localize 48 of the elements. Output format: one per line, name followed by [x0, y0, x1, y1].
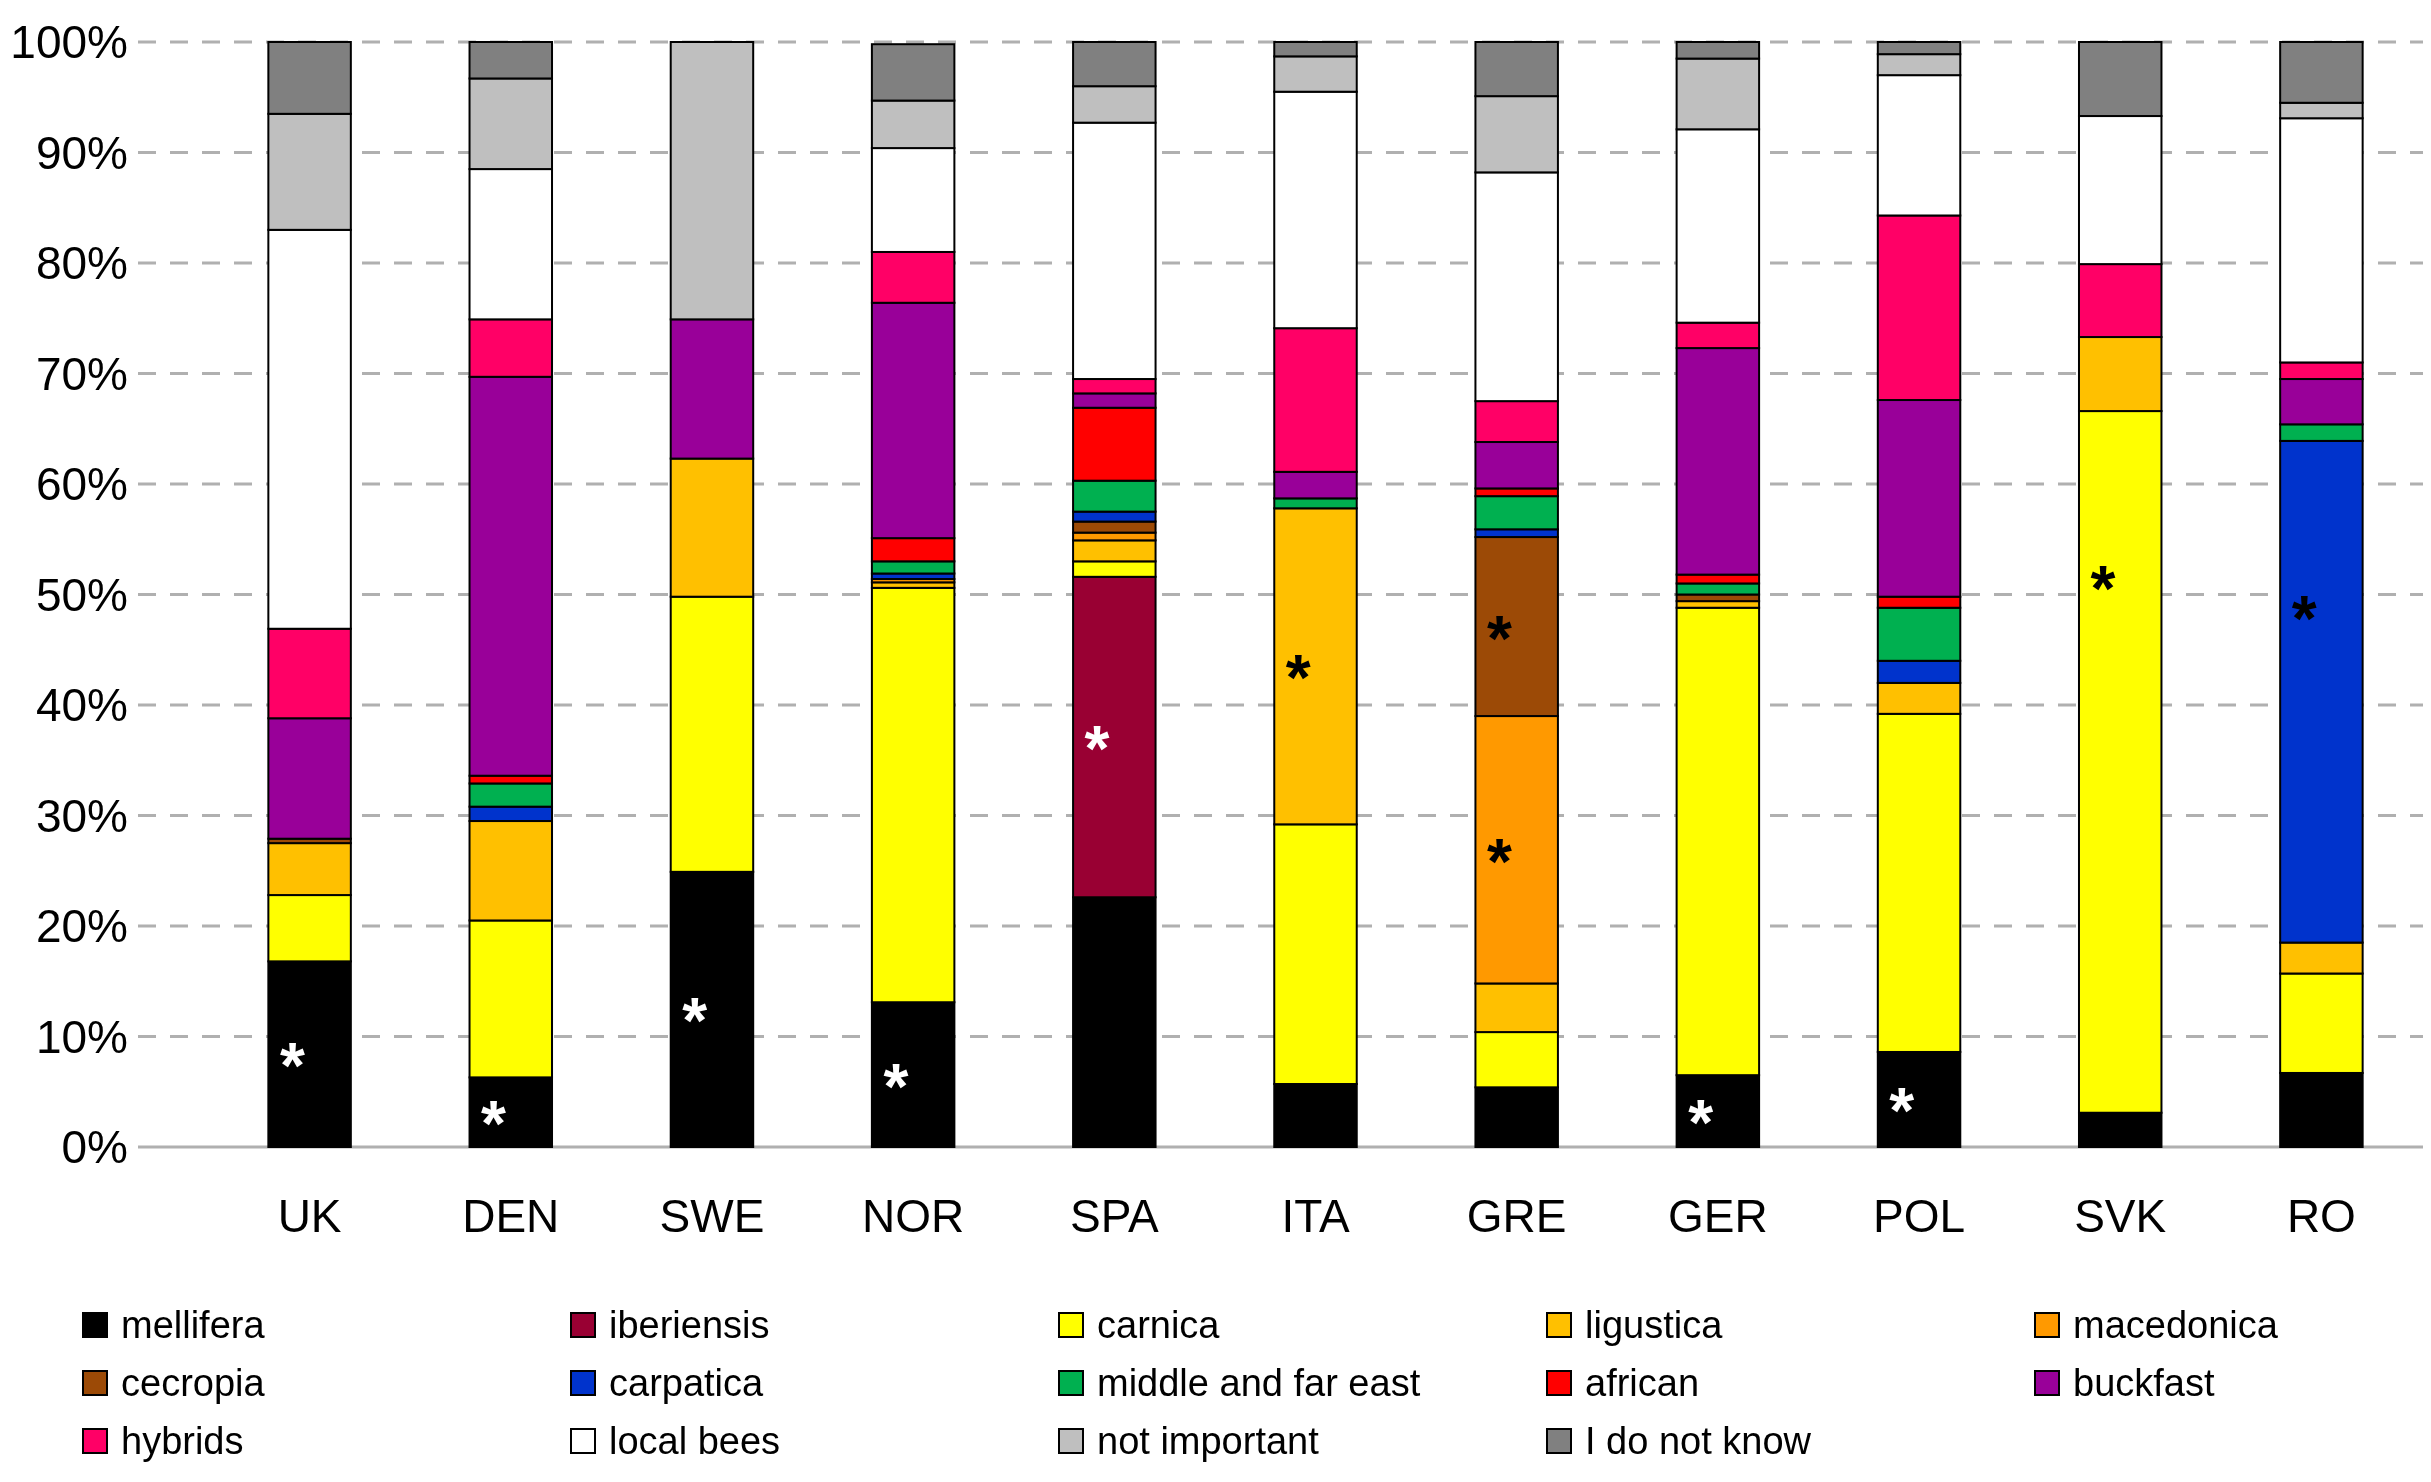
annotation: *	[2291, 582, 2317, 655]
y-tick-label: 0%	[61, 1121, 128, 1174]
x-tick-label: GRE	[1466, 1190, 1567, 1242]
annotation: *	[1688, 1087, 1714, 1160]
legend-label: not important	[1097, 1420, 1320, 1463]
y-tick-label: 100%	[10, 16, 128, 69]
x-tick-label: NOR	[862, 1190, 965, 1242]
legend-label: middle and far east	[1097, 1362, 1421, 1405]
annotation: *	[1486, 602, 1512, 675]
legend-label: iberiensis	[609, 1304, 770, 1347]
x-tick-label: RO	[2286, 1190, 2356, 1242]
x-tick-label: SWE	[659, 1190, 765, 1242]
legend-label: hybrids	[121, 1420, 244, 1463]
annotation: *	[883, 1050, 909, 1123]
x-tick-label: UK	[277, 1190, 342, 1242]
annotation: *	[279, 1030, 305, 1103]
y-tick-label: 50%	[35, 568, 128, 621]
y-tick-label: 30%	[35, 789, 128, 842]
y-tick-label: 10%	[35, 1010, 128, 1063]
x-tick-label: DEN	[462, 1190, 560, 1242]
y-tick-label: 20%	[35, 900, 128, 953]
annotation: *	[682, 985, 708, 1058]
y-tick-label: 90%	[35, 126, 128, 179]
x-tick-label: ITA	[1281, 1190, 1350, 1242]
legend-label: african	[1585, 1362, 1700, 1405]
legend-label: carnica	[1097, 1304, 1221, 1347]
legend-label: ligustica	[1585, 1304, 1724, 1347]
annotation: *	[2090, 552, 2116, 625]
annotation: *	[1285, 642, 1311, 715]
annotation: *	[1889, 1075, 1915, 1148]
y-tick-label: 80%	[35, 237, 128, 290]
legend-label: local bees	[609, 1420, 781, 1463]
x-tick-label: SVK	[2074, 1190, 2167, 1242]
legend-label: macedonica	[2073, 1304, 2279, 1347]
annotation: *	[1084, 713, 1110, 786]
y-tick-label: 60%	[35, 458, 128, 511]
y-tick-label: 70%	[35, 347, 128, 400]
legend-label: I do not know	[1585, 1420, 1812, 1463]
y-tick-label: 40%	[35, 679, 128, 732]
annotation: *	[481, 1088, 507, 1161]
legend-label: mellifera	[121, 1304, 266, 1347]
annotation: *	[1486, 825, 1512, 898]
x-tick-label: GER	[1668, 1190, 1768, 1242]
legend-label: carpatica	[609, 1362, 765, 1405]
legend-label: cecropia	[121, 1362, 266, 1405]
x-tick-label: SPA	[1070, 1190, 1159, 1242]
x-tick-label: POL	[1873, 1190, 1966, 1242]
legend-label: buckfast	[2073, 1362, 2215, 1405]
